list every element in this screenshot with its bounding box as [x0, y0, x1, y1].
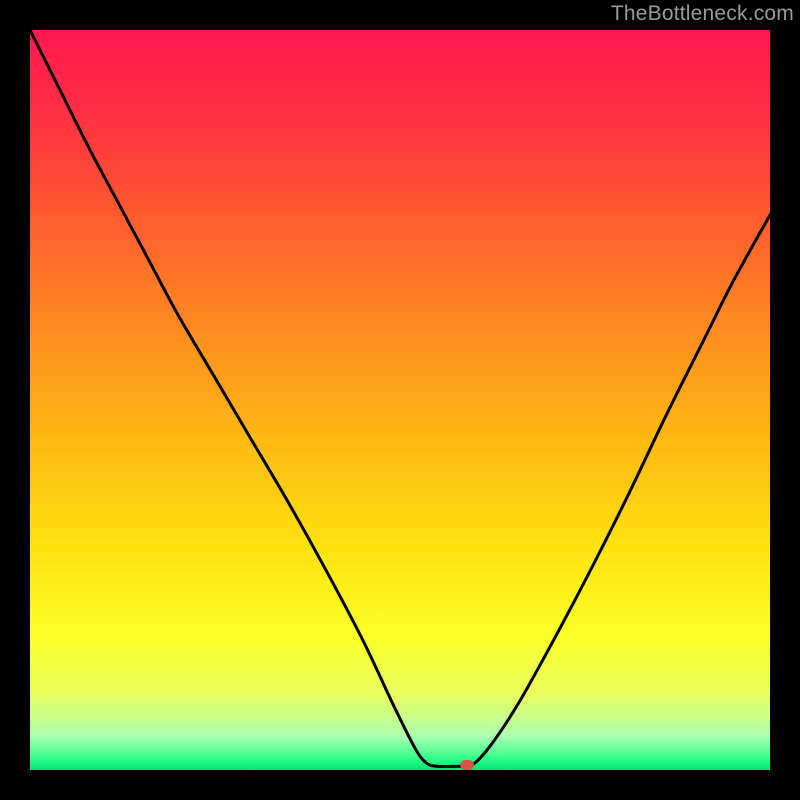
watermark-text: TheBottleneck.com — [611, 2, 794, 26]
optimal-marker — [460, 760, 474, 770]
curve-path — [30, 30, 770, 768]
plot-area — [30, 30, 770, 770]
bottleneck-curve — [30, 30, 770, 770]
